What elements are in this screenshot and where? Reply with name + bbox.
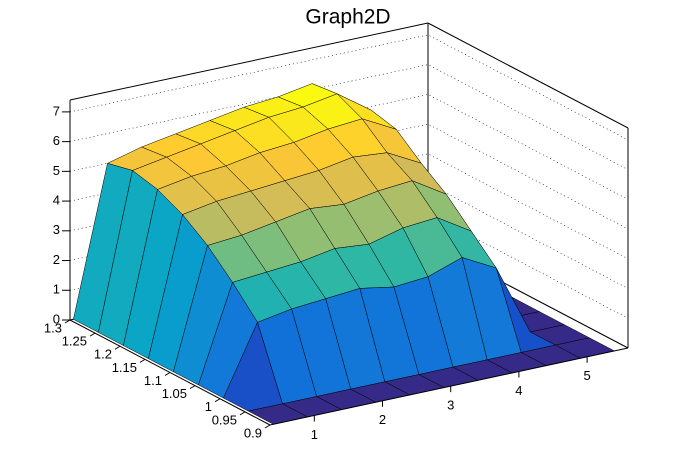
- y-tick: [114, 345, 121, 350]
- box-edge: [69, 22, 429, 101]
- x-tick-label: 3: [447, 398, 454, 413]
- y-tick: [214, 398, 221, 403]
- y-tick: [89, 332, 96, 337]
- y-tick-label: 1.05: [162, 386, 187, 401]
- y-tick-label: 1: [205, 399, 212, 414]
- z-tick-label: 4: [53, 193, 60, 208]
- y-tick-label: 0.95: [212, 412, 237, 427]
- z-tick-label: 6: [53, 133, 60, 148]
- y-tick: [189, 385, 196, 390]
- grid-line: [69, 183, 629, 289]
- y-tick-label: 1.25: [62, 334, 87, 349]
- z-tick-label: 5: [53, 163, 60, 178]
- grid-line: [69, 64, 629, 170]
- grid-line: [69, 153, 629, 260]
- x-tick-label: 4: [515, 383, 522, 398]
- z-tick-label: 0: [53, 311, 60, 326]
- grid-line: [69, 123, 629, 230]
- z-tick-label: 1: [53, 282, 60, 297]
- x-tick-label: 1: [311, 427, 318, 442]
- y-tick-label: 1.2: [94, 347, 112, 362]
- grid-line: [69, 212, 629, 319]
- z-tick-label: 2: [53, 252, 60, 267]
- y-tick-label: 1.3: [44, 320, 62, 335]
- y-tick-label: 0.9: [244, 425, 262, 440]
- y-tick: [164, 372, 171, 376]
- grid-line: [69, 94, 629, 200]
- x-tick-label: 5: [583, 368, 590, 383]
- y-tick: [264, 424, 271, 429]
- x-axis: [269, 347, 629, 426]
- box-edge: [427, 22, 629, 129]
- x-tick-label: 2: [379, 412, 386, 427]
- chart-title: Graph2D: [305, 6, 390, 29]
- z-tick-label: 7: [53, 103, 60, 118]
- y-tick: [139, 358, 146, 363]
- y-tick-label: 1.1: [144, 373, 162, 388]
- y-tick-label: 1.15: [112, 360, 137, 375]
- z-tick-label: 3: [53, 222, 60, 237]
- y-tick: [239, 411, 246, 416]
- y-tick: [64, 319, 71, 324]
- grid-line: [69, 242, 629, 349]
- grid-line: [69, 34, 629, 141]
